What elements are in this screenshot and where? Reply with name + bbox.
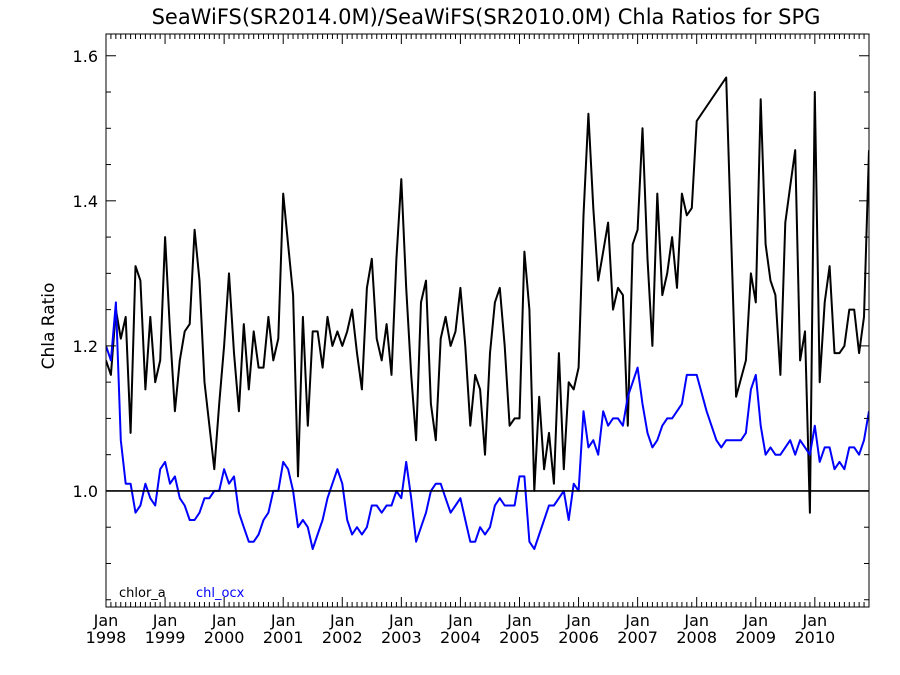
plot-frame (105, 33, 870, 608)
x-tick-label-month: Jan (447, 611, 473, 630)
x-tick-label-year: 2001 (263, 628, 304, 647)
x-tick-label-year: 2002 (322, 628, 363, 647)
x-tick-label-year: 2009 (735, 628, 776, 647)
y-tick-label: 1.0 (73, 482, 98, 501)
x-tick-label-month: Jan (93, 611, 119, 630)
x-tick-label-year: 2004 (440, 628, 481, 647)
x-tick-label-month: Jan (506, 611, 532, 630)
x-tick-label-month: Jan (801, 611, 827, 630)
x-tick-label-month: Jan (565, 611, 591, 630)
y-tick-label: 1.6 (73, 47, 98, 66)
y-axis: 1.0 1.2 1.4 1.6 (73, 47, 869, 601)
x-tick-label-year: 2000 (204, 628, 245, 647)
x-tick-label-month: Jan (624, 611, 650, 630)
x-tick-label-year: 2005 (499, 628, 540, 647)
legend: chlor_a chl_ocx (119, 586, 245, 601)
series-line-chlor-a (106, 76, 869, 514)
legend-entry-chl-ocx: chl_ocx (196, 586, 245, 601)
series-line-chl-ocx (106, 301, 869, 550)
y-axis-label: Chla Ratio (39, 283, 59, 370)
y-tick-label: 1.4 (73, 192, 98, 211)
x-tick-label-month: Jan (270, 611, 296, 630)
x-tick-label-year: 2003 (381, 628, 422, 647)
x-tick-label-year: 1998 (86, 628, 127, 647)
x-tick-label-year: 2008 (676, 628, 717, 647)
x-tick-label-month: Jan (742, 611, 768, 630)
x-tick-label-year: 1999 (145, 628, 186, 647)
x-tick-label-month: Jan (388, 611, 414, 630)
x-tick-label-month: Jan (152, 611, 178, 630)
x-tick-label-year: 2010 (794, 628, 835, 647)
x-tick-label-month: Jan (211, 611, 237, 630)
x-tick-label-year: 2007 (617, 628, 658, 647)
series-layer (106, 76, 869, 550)
y-tick-label: 1.2 (73, 337, 98, 356)
x-axis: Jan1998Jan1999Jan2000Jan2001Jan2002Jan20… (86, 34, 870, 647)
x-tick-label-month: Jan (329, 611, 355, 630)
legend-entry-chlor-a: chlor_a (119, 586, 166, 601)
x-tick-label-year: 2006 (558, 628, 599, 647)
chart-title: SeaWiFS(SR2014.0M)/SeaWiFS(SR2010.0M) Ch… (152, 5, 821, 29)
x-tick-label-month: Jan (683, 611, 709, 630)
